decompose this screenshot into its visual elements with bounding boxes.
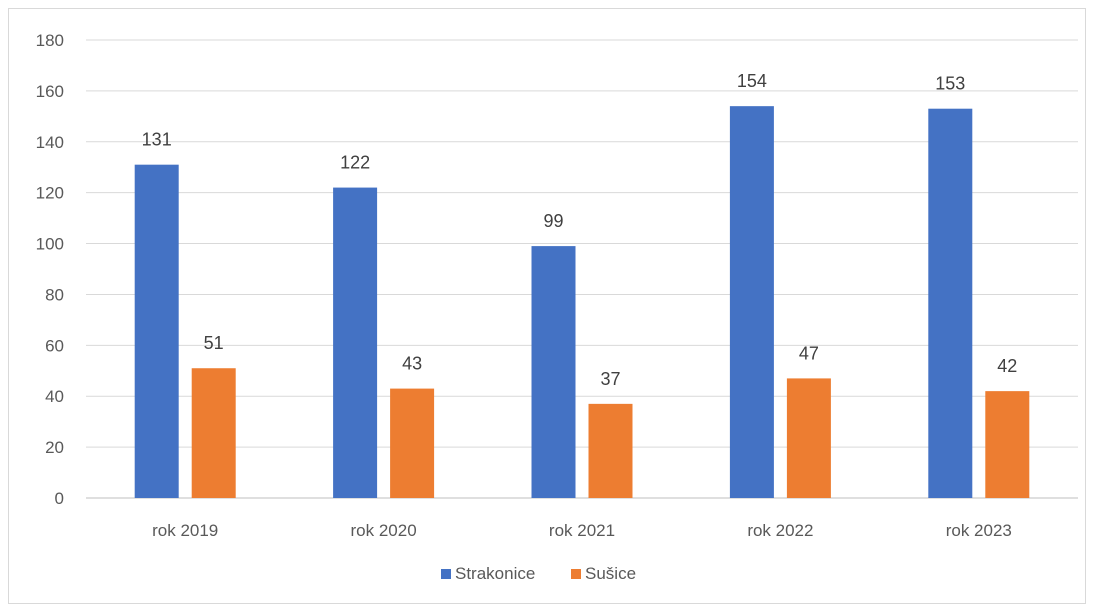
y-tick-label: 20 — [45, 438, 64, 457]
x-tick-label: rok 2021 — [549, 521, 615, 540]
legend-swatch — [441, 569, 451, 579]
bar-sušice-rok-2022 — [786, 378, 831, 498]
bar-strakonice-rok-2019 — [134, 164, 179, 498]
x-tick-label: rok 2020 — [351, 521, 417, 540]
data-label: 154 — [737, 71, 767, 91]
legend-label: Strakonice — [455, 564, 535, 583]
y-tick-label: 100 — [36, 235, 64, 254]
data-label: 153 — [935, 74, 965, 94]
bar-strakonice-rok-2020 — [333, 187, 378, 499]
data-labels: 131 51 122 43 99 37 154 47 153 42 — [142, 71, 1018, 389]
y-tick-label: 180 — [36, 31, 64, 50]
data-label: 42 — [997, 356, 1017, 376]
gridlines — [86, 39, 1078, 499]
data-label: 51 — [204, 333, 224, 353]
bar-sušice-rok-2023 — [985, 391, 1030, 498]
data-label: 37 — [600, 369, 620, 389]
legend-swatch — [571, 569, 581, 579]
data-label: 43 — [402, 354, 422, 374]
y-tick-label: 160 — [36, 82, 64, 101]
data-label: 122 — [340, 153, 370, 173]
x-axis-ticks: rok 2019 rok 2020 rok 2021 rok 2022 rok 2023 — [152, 521, 1012, 540]
bar-strakonice-rok-2022 — [729, 106, 774, 499]
y-tick-label: 120 — [36, 184, 64, 203]
y-tick-label: 0 — [55, 489, 64, 508]
bar-strakonice-rok-2023 — [928, 108, 973, 498]
y-tick-label: 140 — [36, 133, 64, 152]
y-tick-label: 80 — [45, 285, 64, 304]
bar-sušice-rok-2020 — [390, 388, 435, 498]
bar-strakonice-rok-2021 — [531, 246, 576, 498]
legend: Strakonice Sušice — [441, 564, 636, 583]
bar-sušice-rok-2019 — [191, 368, 236, 498]
data-label: 131 — [142, 130, 172, 150]
x-tick-label: rok 2022 — [747, 521, 813, 540]
x-tick-label: rok 2023 — [946, 521, 1012, 540]
y-axis-ticks: 0 20 40 60 80 100 120 140 160 180 — [36, 31, 64, 508]
data-label: 47 — [799, 343, 819, 363]
x-tick-label: rok 2019 — [152, 521, 218, 540]
bar-sušice-rok-2021 — [588, 403, 633, 498]
y-tick-label: 60 — [45, 336, 64, 355]
y-tick-label: 40 — [45, 387, 64, 406]
legend-label: Sušice — [585, 564, 636, 583]
bars — [134, 106, 1030, 499]
data-label: 99 — [543, 211, 563, 231]
